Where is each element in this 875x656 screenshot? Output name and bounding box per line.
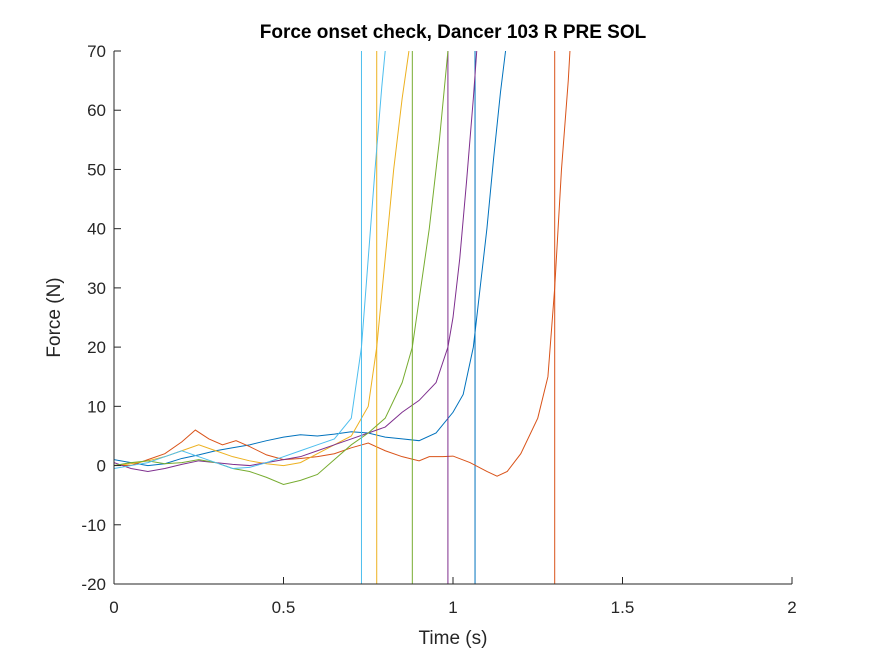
series-line-5 xyxy=(114,51,449,486)
y-axis-label: Force (N) xyxy=(44,277,65,357)
series-line-4 xyxy=(114,51,478,472)
y-tick-label: 70 xyxy=(87,42,106,61)
y-tick-label: 40 xyxy=(87,220,106,239)
series-layer xyxy=(114,51,571,584)
series-line-1 xyxy=(114,51,507,467)
x-tick-label: 0.5 xyxy=(272,598,296,617)
y-tick-label: 50 xyxy=(87,160,106,179)
axes: 0 0.5 1 1.5 2 -20 -10 0 10 20 30 40 50 60 70 xyxy=(81,42,796,617)
y-tick-label: 0 xyxy=(97,457,106,476)
y-tick-label: 10 xyxy=(87,397,106,416)
x-tick-label: 1.5 xyxy=(611,598,635,617)
y-tick-label: 60 xyxy=(87,101,106,120)
x-axis-label: Time (s) xyxy=(419,628,488,649)
y-tick-label: 20 xyxy=(87,338,106,357)
y-tick-label: -20 xyxy=(81,575,106,594)
y-tick-label: -10 xyxy=(81,516,106,535)
series-line-6 xyxy=(114,51,386,470)
x-tick-label: 0 xyxy=(109,598,118,617)
x-tick-label: 1 xyxy=(448,598,457,617)
series-line-3 xyxy=(114,51,410,467)
y-tick-label: 30 xyxy=(87,279,106,298)
chart-title: Force onset check, Dancer 103 R PRE SOL xyxy=(260,22,647,43)
x-tick-label: 2 xyxy=(787,598,796,617)
series-line-2 xyxy=(114,51,571,477)
